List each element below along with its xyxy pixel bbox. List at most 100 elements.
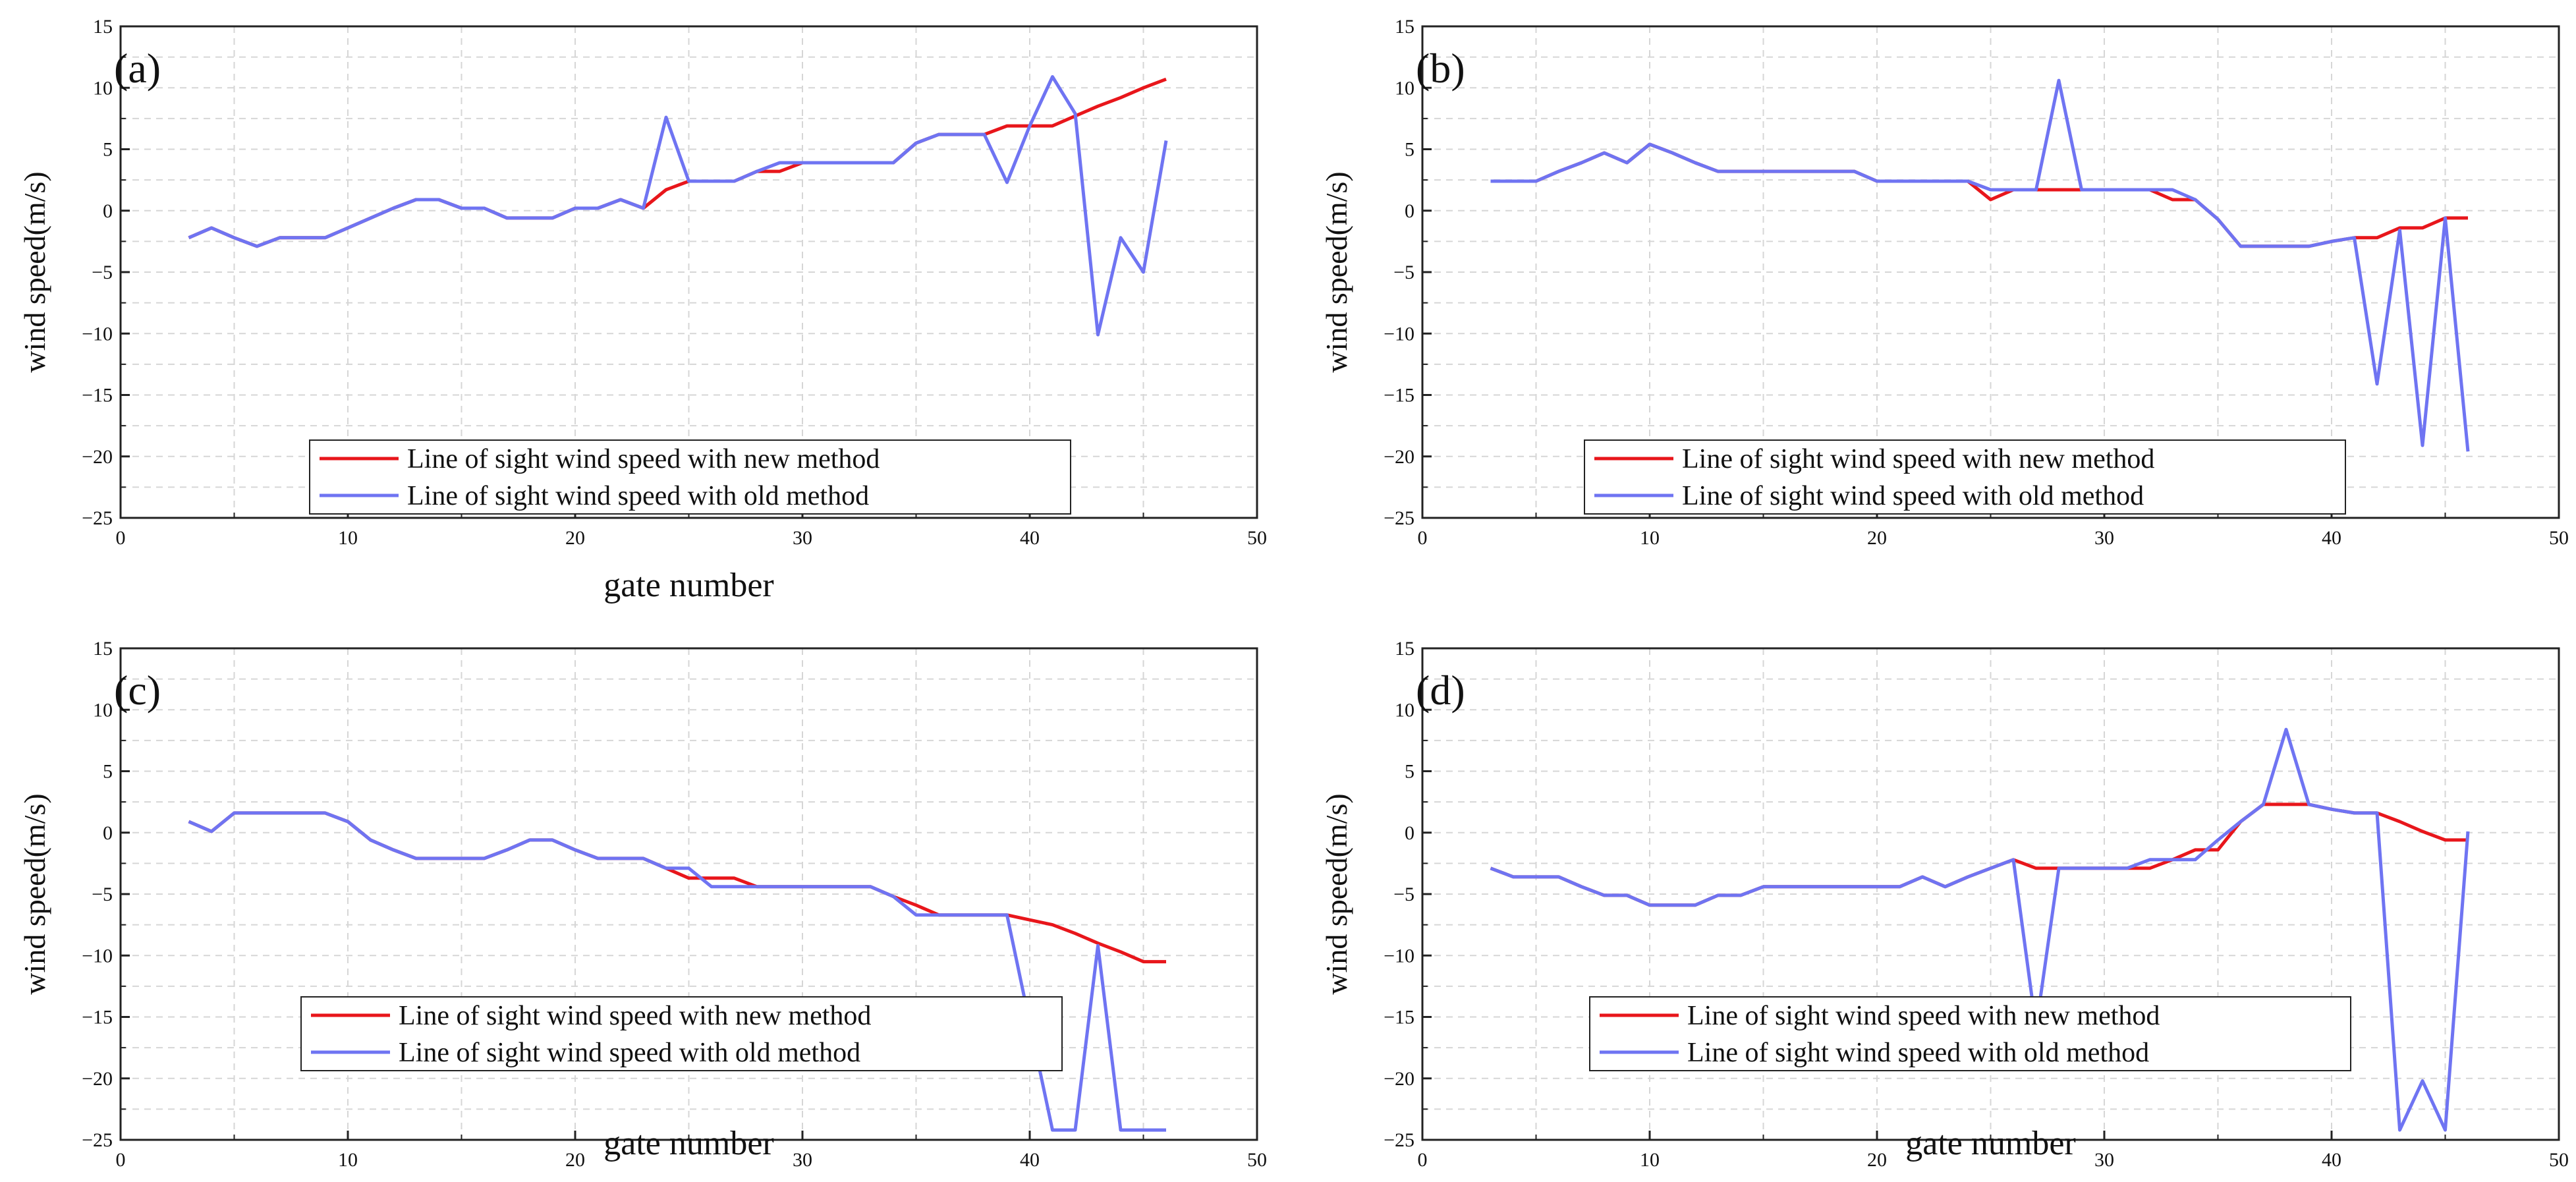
- y-tick-label: 5: [103, 139, 113, 161]
- y-tick-label: 5: [1405, 139, 1414, 161]
- series-line-new-method: [1490, 142, 2468, 248]
- series-line-new-method: [188, 811, 1166, 964]
- y-axis-label: wind speed(m/s): [1320, 171, 1353, 372]
- x-tick-label: 40: [2322, 527, 2341, 549]
- y-tick-label: −5: [92, 884, 113, 905]
- legend-entry: Line of sight wind speed with new method: [399, 1001, 871, 1031]
- series-line-new-method: [188, 77, 1167, 248]
- x-tick-label: 40: [1020, 1149, 1040, 1171]
- x-tick-label: 30: [793, 527, 812, 549]
- legend-box: [1584, 439, 2346, 515]
- x-tick-label: 30: [2094, 1149, 2114, 1171]
- y-tick-label: 10: [93, 699, 113, 721]
- y-tick-label: 0: [103, 200, 113, 222]
- y-tick-label: −15: [82, 1007, 113, 1028]
- y-tick-label: 15: [1395, 16, 1414, 38]
- y-tick-label: −5: [1393, 884, 1414, 905]
- y-axis-label: wind speed(m/s): [18, 171, 51, 372]
- series-line-new-method: [1490, 802, 2468, 907]
- y-tick-label: −10: [82, 323, 113, 345]
- x-tick-label: 20: [565, 527, 585, 549]
- y-tick-label: 10: [1395, 77, 1414, 99]
- x-tick-label: 50: [2549, 527, 2569, 549]
- panel-label: (c): [114, 667, 161, 714]
- series-line-old-method: [1490, 78, 2470, 452]
- legend-entry: Line of sight wind speed with old method: [407, 481, 869, 511]
- y-tick-label: 5: [103, 761, 113, 783]
- y-tick-label: −20: [1384, 446, 1414, 468]
- legend: Line of sight wind speed with new method…: [1589, 996, 2351, 1071]
- x-axis-label: gate number: [603, 1125, 773, 1162]
- series-line-old-method: [188, 811, 1166, 1132]
- y-tick-label: 10: [1395, 699, 1414, 721]
- x-tick-label: 20: [1867, 1149, 1887, 1171]
- x-tick-label: 20: [1867, 527, 1887, 549]
- legend: Line of sight wind speed with new method…: [300, 996, 1063, 1071]
- y-tick-label: −20: [82, 1068, 113, 1090]
- x-tick-label: 0: [1418, 1149, 1428, 1171]
- panel-label: (b): [1416, 45, 1465, 92]
- legend-entry: Line of sight wind speed with new method: [1682, 444, 2154, 474]
- legend-box: [309, 439, 1071, 515]
- x-tick-label: 10: [1640, 527, 1660, 549]
- y-tick-label: −15: [1384, 1007, 1414, 1028]
- x-tick-label: 50: [2549, 1149, 2569, 1171]
- y-tick-label: −20: [1384, 1068, 1414, 1090]
- legend-entry: Line of sight wind speed with old method: [399, 1038, 860, 1068]
- y-tick-label: −25: [1384, 507, 1414, 529]
- y-tick-label: 0: [1405, 200, 1414, 222]
- x-tick-label: 10: [1640, 1149, 1660, 1171]
- y-tick-label: −15: [1384, 385, 1414, 407]
- x-axis-label: gate number: [1905, 1125, 2075, 1162]
- legend-entry: Line of sight wind speed with old method: [1682, 481, 2144, 511]
- y-tick-label: −5: [1393, 262, 1414, 283]
- x-tick-label: 0: [116, 527, 126, 549]
- x-tick-label: 50: [1247, 527, 1267, 549]
- y-tick-label: −20: [82, 446, 113, 468]
- x-tick-label: 0: [1418, 527, 1428, 549]
- y-tick-label: 15: [93, 16, 113, 38]
- y-tick-label: 10: [93, 77, 113, 99]
- y-axis-label: wind speed(m/s): [18, 793, 51, 994]
- y-tick-label: −25: [1384, 1129, 1414, 1151]
- legend-entry: Line of sight wind speed with new method: [407, 444, 880, 474]
- x-tick-label: 30: [793, 1149, 812, 1171]
- series-line-old-method: [1490, 727, 2470, 1132]
- x-tick-label: 40: [2322, 1149, 2341, 1171]
- y-axis-label: wind speed(m/s): [1320, 793, 1353, 994]
- x-tick-label: 30: [2094, 527, 2114, 549]
- y-tick-label: 15: [1395, 638, 1414, 660]
- y-tick-label: −10: [1384, 945, 1414, 967]
- y-tick-label: 15: [93, 638, 113, 660]
- y-tick-label: 5: [1405, 761, 1414, 783]
- y-tick-label: −5: [92, 262, 113, 283]
- x-tick-label: 10: [338, 527, 358, 549]
- panel-label: (a): [114, 45, 161, 92]
- y-tick-label: −10: [1384, 323, 1414, 345]
- series-line-old-method: [188, 75, 1168, 337]
- x-tick-label: 0: [116, 1149, 126, 1171]
- x-tick-label: 20: [565, 1149, 585, 1171]
- y-tick-label: 0: [1405, 822, 1414, 844]
- x-tick-label: 50: [1247, 1149, 1267, 1171]
- legend-entry: Line of sight wind speed with old method: [1687, 1038, 2149, 1068]
- y-tick-label: −25: [82, 507, 113, 529]
- legend-box: [300, 996, 1063, 1071]
- legend-box: [1589, 996, 2351, 1071]
- y-tick-label: 0: [103, 822, 113, 844]
- legend-entry: Line of sight wind speed with new method: [1687, 1001, 2160, 1031]
- x-axis-label: gate number: [603, 567, 773, 604]
- x-tick-label: 10: [338, 1149, 358, 1171]
- panel-label: (d): [1416, 667, 1465, 714]
- legend: Line of sight wind speed with new method…: [309, 439, 1071, 515]
- y-tick-label: −25: [82, 1129, 113, 1151]
- x-tick-label: 40: [1020, 527, 1040, 549]
- y-tick-label: −15: [82, 385, 113, 407]
- y-tick-label: −10: [82, 945, 113, 967]
- legend: Line of sight wind speed with new method…: [1584, 439, 2346, 515]
